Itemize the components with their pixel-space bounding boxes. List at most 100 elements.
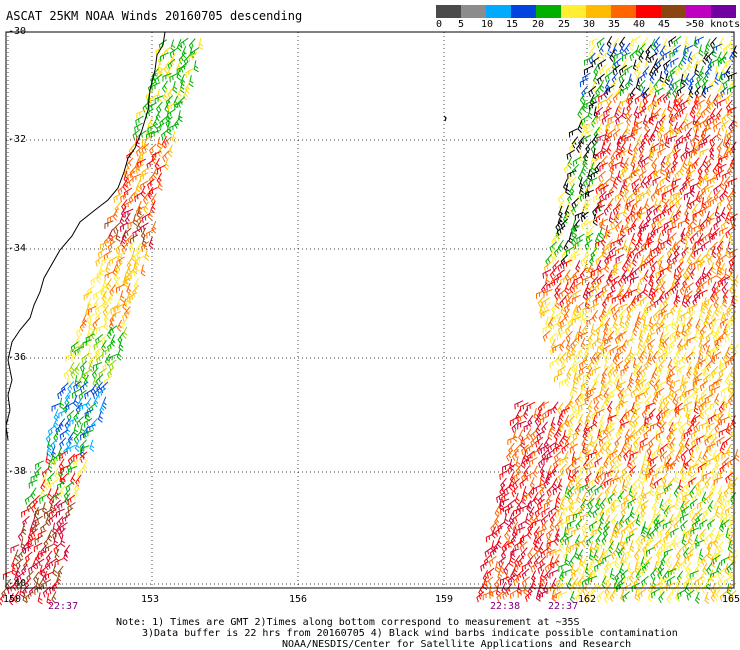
wind-barb-icon — [706, 491, 714, 504]
wind-barb-icon — [604, 484, 612, 497]
wind-barb-icon — [28, 479, 38, 489]
wind-barb-icon — [584, 415, 590, 428]
wind-barb-icon — [52, 564, 58, 577]
wind-barb-icon — [587, 505, 594, 518]
wind-barb-icon — [580, 337, 586, 350]
wind-barb-icon — [140, 264, 146, 277]
wind-barb-icon — [625, 122, 631, 136]
wind-barb-icon — [609, 533, 615, 546]
wind-barb-icon — [101, 396, 107, 409]
wind-barb-icon — [676, 393, 686, 404]
wind-barb-icon — [727, 528, 736, 539]
wind-barb-icon — [48, 558, 57, 569]
wind-barb-icon — [673, 485, 680, 498]
wind-barb-icon — [73, 394, 79, 408]
wind-barb-icon — [612, 43, 618, 56]
wind-barb-icon — [636, 248, 645, 259]
wind-barb-icon — [689, 498, 698, 510]
wind-barb-icon — [626, 282, 632, 296]
wind-barb-icon — [729, 568, 735, 581]
wind-barb-icon — [14, 549, 20, 562]
wind-barb-icon — [664, 288, 673, 300]
wind-barb-icon — [590, 170, 600, 180]
wind-barb-icon — [680, 520, 688, 532]
wind-barb-icon — [76, 326, 85, 337]
wind-barb-icon — [550, 422, 556, 435]
wind-barb-icon — [589, 541, 595, 554]
wind-barb-icon — [663, 483, 673, 495]
wind-barb-icon — [720, 206, 726, 220]
wind-barb-icon — [576, 301, 585, 313]
wind-barb-icon — [151, 220, 157, 234]
wind-barb-icon — [618, 514, 625, 527]
wind-barb-icon — [643, 128, 651, 141]
wind-barb-icon — [635, 394, 641, 407]
wind-barb-icon — [96, 271, 102, 284]
wind-barb-icon — [635, 191, 644, 203]
wind-barb-icon — [706, 562, 713, 575]
wind-barb-icon — [693, 365, 699, 379]
wind-barb-icon — [621, 386, 630, 398]
wind-barb-icon — [696, 120, 706, 131]
wind-barb-icon — [726, 129, 735, 141]
wind-barb-icon — [115, 242, 124, 254]
wind-barb-icon — [638, 378, 647, 390]
wind-barb-icon — [670, 57, 679, 68]
wind-barb-icon — [714, 450, 723, 462]
wind-barb-icon — [638, 141, 646, 154]
wind-barb-icon — [488, 555, 497, 567]
wind-barb-icon — [102, 347, 111, 358]
wind-barb-icon — [627, 456, 632, 470]
wind-barb-icon — [719, 506, 726, 519]
wind-barb-icon — [598, 435, 607, 447]
wind-barb-icon — [606, 560, 616, 571]
wind-barb-icon — [716, 470, 726, 480]
wind-barb-icon — [45, 571, 55, 581]
wind-barb-icon — [554, 553, 560, 567]
wind-barb-icon — [649, 113, 655, 126]
wind-barb-icon — [559, 421, 568, 432]
wind-barb-icon — [708, 99, 717, 111]
wind-barb-icon — [73, 423, 79, 437]
wind-barb-icon — [520, 436, 526, 450]
wind-barb-icon — [79, 381, 88, 393]
wind-barb-icon — [607, 366, 615, 379]
wind-barb-icon — [704, 66, 712, 79]
wind-barb-icon — [590, 323, 596, 336]
wind-barb-icon — [617, 274, 625, 287]
wind-barb-icon — [679, 380, 689, 392]
wind-barb-icon — [485, 576, 494, 588]
wind-barb-icon — [633, 120, 643, 131]
wind-barb-icon — [72, 487, 80, 500]
wind-barb-icon — [71, 353, 81, 362]
wind-barb-icon — [564, 269, 571, 282]
wind-barb-icon — [631, 218, 638, 231]
wind-barb-icon — [36, 558, 45, 569]
wind-barb-icon — [713, 344, 722, 356]
wind-barb-icon — [649, 484, 655, 497]
footnote-line-1: Note: 1) Times are GMT 2)Times along bot… — [116, 617, 580, 628]
wind-barb-icon — [112, 264, 118, 277]
wind-barb-icon — [604, 71, 613, 83]
wind-barb-icon — [549, 246, 556, 259]
wind-barb-icon — [551, 253, 559, 265]
wind-barb-icon — [594, 457, 603, 468]
wind-barb-icon — [140, 180, 149, 191]
wind-barb-icon — [631, 582, 641, 592]
wind-barb-icon — [20, 537, 26, 550]
wind-barb-icon — [597, 521, 603, 534]
wind-barb-icon — [582, 352, 589, 365]
wind-barb-icon — [707, 547, 713, 560]
wind-barb-icon — [727, 85, 737, 95]
wind-barb-icon — [679, 283, 687, 296]
wind-barb-icon — [648, 80, 654, 93]
wind-barb-icon — [597, 99, 607, 109]
wind-barb-icon — [554, 245, 562, 258]
wind-barb-icon — [614, 107, 620, 120]
wind-barb-icon — [670, 192, 680, 201]
wind-barb-icon — [647, 133, 655, 146]
wind-barb-icon — [599, 427, 609, 437]
wind-barb-icon — [638, 79, 646, 92]
wind-barb-icon — [644, 378, 653, 390]
wind-barb-icon — [619, 86, 629, 97]
